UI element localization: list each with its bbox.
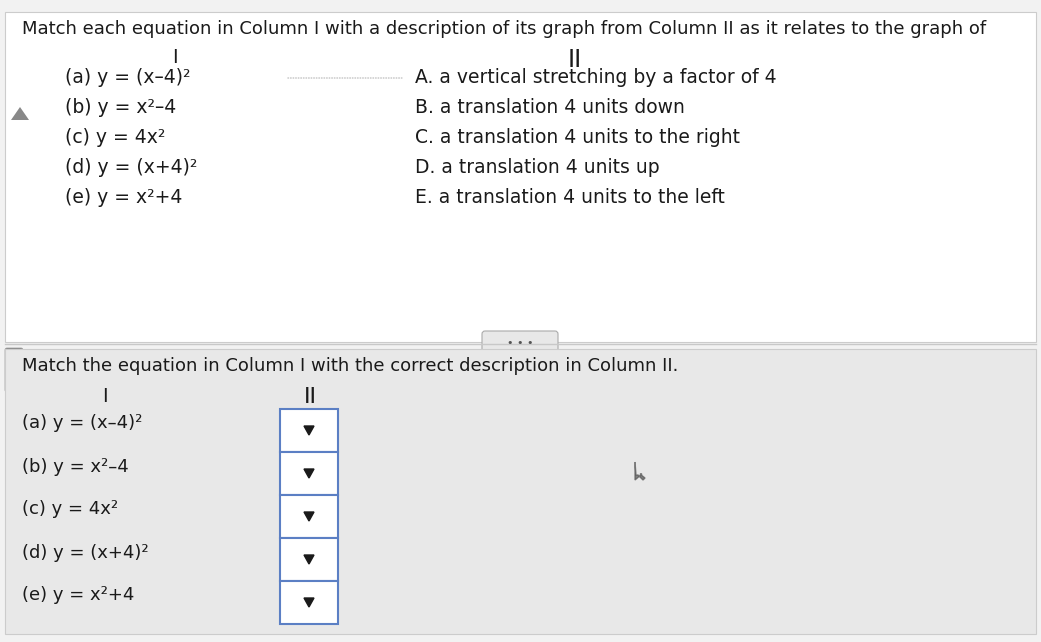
Text: (b) y = x²–4: (b) y = x²–4 bbox=[65, 98, 176, 117]
FancyBboxPatch shape bbox=[280, 495, 338, 538]
FancyBboxPatch shape bbox=[280, 409, 338, 452]
Text: II: II bbox=[304, 387, 316, 407]
Text: E. a translation 4 units to the left: E. a translation 4 units to the left bbox=[415, 188, 725, 207]
FancyBboxPatch shape bbox=[280, 581, 338, 624]
FancyBboxPatch shape bbox=[5, 349, 1036, 634]
Text: (c) y = 4x²: (c) y = 4x² bbox=[65, 128, 166, 147]
FancyBboxPatch shape bbox=[5, 348, 23, 392]
Polygon shape bbox=[304, 469, 314, 478]
Text: (d) y = (x+4)²: (d) y = (x+4)² bbox=[65, 158, 198, 177]
Text: A. a vertical stretching by a factor of 4: A. a vertical stretching by a factor of … bbox=[415, 68, 777, 87]
FancyBboxPatch shape bbox=[482, 331, 558, 357]
Text: Match the equation in Column I with the correct description in Column II.: Match the equation in Column I with the … bbox=[22, 357, 679, 375]
Text: (a) y = (x–4)²: (a) y = (x–4)² bbox=[65, 68, 191, 87]
Text: C. a translation 4 units to the right: C. a translation 4 units to the right bbox=[415, 128, 740, 147]
Polygon shape bbox=[304, 555, 314, 564]
Text: • • •: • • • bbox=[507, 338, 533, 348]
FancyBboxPatch shape bbox=[280, 452, 338, 495]
Polygon shape bbox=[304, 512, 314, 521]
Text: D. a translation 4 units up: D. a translation 4 units up bbox=[415, 158, 660, 177]
Text: I: I bbox=[102, 387, 108, 406]
Text: (e) y = x²+4: (e) y = x²+4 bbox=[22, 587, 134, 605]
Text: (a) y = (x–4)²: (a) y = (x–4)² bbox=[22, 415, 143, 433]
Text: B. a translation 4 units down: B. a translation 4 units down bbox=[415, 98, 685, 117]
Text: (d) y = (x+4)²: (d) y = (x+4)² bbox=[22, 544, 149, 562]
Polygon shape bbox=[304, 426, 314, 435]
Text: II: II bbox=[568, 48, 582, 72]
Text: Match each equation in Column I with a description of its graph from Column II a: Match each equation in Column I with a d… bbox=[22, 20, 986, 38]
Text: (b) y = x²–4: (b) y = x²–4 bbox=[22, 458, 129, 476]
Text: (c) y = 4x²: (c) y = 4x² bbox=[22, 501, 118, 519]
Polygon shape bbox=[635, 462, 645, 480]
Text: I: I bbox=[172, 48, 178, 67]
Polygon shape bbox=[11, 107, 29, 120]
Text: (e) y = x²+4: (e) y = x²+4 bbox=[65, 188, 182, 207]
FancyBboxPatch shape bbox=[280, 538, 338, 581]
Polygon shape bbox=[304, 598, 314, 607]
FancyBboxPatch shape bbox=[5, 12, 1036, 342]
